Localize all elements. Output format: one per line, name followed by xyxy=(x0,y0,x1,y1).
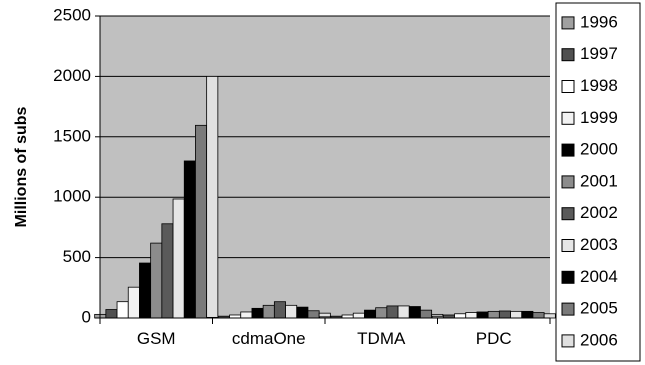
x-tick-label: PDC xyxy=(476,329,512,348)
legend-swatch xyxy=(561,334,575,348)
y-axis-title: Millions of subs xyxy=(13,106,30,227)
y-tick-label: 1000 xyxy=(53,187,91,206)
legend-label: 2000 xyxy=(580,140,618,159)
legend-label: 2003 xyxy=(580,235,618,254)
bar xyxy=(465,312,478,319)
legend-label: 2006 xyxy=(580,330,618,349)
bar xyxy=(285,304,298,319)
bar xyxy=(476,311,489,319)
legend-swatch xyxy=(561,270,575,284)
bar xyxy=(127,286,140,319)
legend-swatch xyxy=(561,48,575,62)
x-tick-label: cdmaOne xyxy=(232,329,306,348)
bar xyxy=(116,301,129,319)
x-tick-label: GSM xyxy=(137,329,176,348)
legend-swatch xyxy=(561,207,575,221)
legend-swatch xyxy=(561,111,575,125)
legend-label: 2002 xyxy=(580,203,618,222)
legend-swatch xyxy=(561,143,575,157)
bar xyxy=(364,309,377,319)
legend-label: 1999 xyxy=(580,108,618,127)
x-axis-ticks: GSM cdmaOne TDMA PDC xyxy=(99,318,551,348)
bar xyxy=(510,310,523,319)
bar xyxy=(307,310,320,319)
bar xyxy=(161,223,174,319)
legend-swatch xyxy=(561,239,575,252)
y-tick-label: 500 xyxy=(63,247,91,266)
bar xyxy=(521,310,534,319)
bar xyxy=(183,160,196,319)
bar xyxy=(150,242,163,319)
legend-label: 2005 xyxy=(580,299,618,318)
legend-label: 1997 xyxy=(580,44,618,63)
legend-label: 1998 xyxy=(580,76,618,95)
bar xyxy=(397,305,410,319)
bar xyxy=(240,311,253,319)
bar xyxy=(487,310,500,319)
y-tick-label: 2000 xyxy=(53,66,91,85)
legend-label: 1996 xyxy=(580,12,618,31)
bar xyxy=(420,309,433,319)
bar xyxy=(352,312,365,319)
bar xyxy=(195,124,208,319)
legend: 1996 1997 1998 1999 2000 2001 2002 2003 2004 2005… xyxy=(555,2,641,362)
y-tick-label: 2500 xyxy=(53,5,91,24)
bar xyxy=(375,307,388,319)
x-tick-label: TDMA xyxy=(357,329,406,348)
legend-swatch xyxy=(561,80,575,93)
y-tick-label: 0 xyxy=(82,307,91,326)
legend-label: 2004 xyxy=(580,267,618,286)
legend-label: 2001 xyxy=(580,171,618,190)
bar xyxy=(105,309,118,319)
bar xyxy=(206,76,219,319)
bar xyxy=(386,305,399,319)
bar xyxy=(454,313,467,319)
bar xyxy=(532,312,545,319)
bar xyxy=(273,301,286,319)
bar xyxy=(543,313,556,319)
legend-swatch xyxy=(561,16,575,30)
bar xyxy=(296,306,309,319)
legend-swatch xyxy=(561,175,575,189)
bar xyxy=(498,310,511,319)
legend-swatch xyxy=(561,302,575,316)
bar xyxy=(408,306,421,319)
bar xyxy=(262,304,275,319)
y-tick-label: 1500 xyxy=(53,126,91,145)
bar xyxy=(172,198,185,319)
y-axis-ticks: 0 500 1000 1500 2000 2500 xyxy=(53,5,100,326)
bar xyxy=(139,262,152,319)
bar xyxy=(251,307,264,319)
